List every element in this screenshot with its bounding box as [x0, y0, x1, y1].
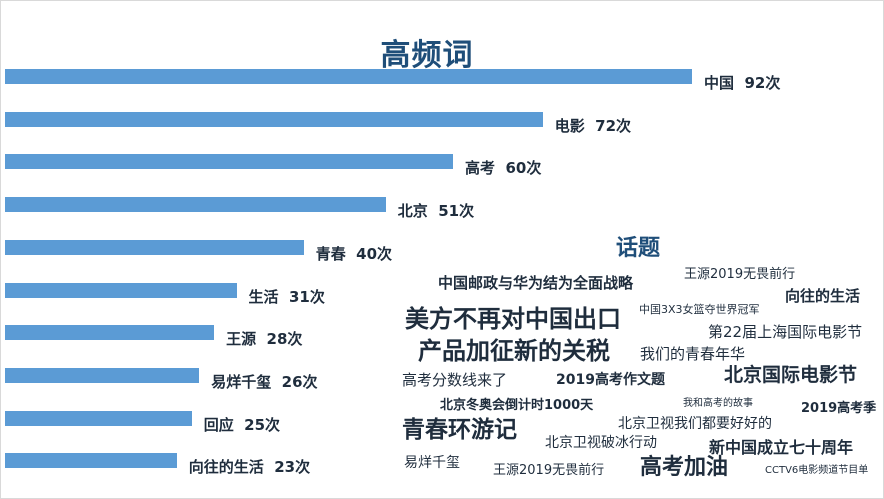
bar-data-label: 青春 40次: [315, 244, 393, 263]
bar-8: [5, 367, 200, 383]
bar-data-label: 中国 92次: [704, 74, 781, 92]
topic-word: 产品加征新的关税: [418, 337, 610, 365]
topics-title: 话题: [616, 236, 661, 261]
topic-word: 向往的生活: [785, 287, 861, 305]
topic-word: 高考分数线来了: [402, 371, 508, 389]
topic-word: CCTV6电影频道节目单: [765, 465, 869, 476]
topic-word: 青春环游记: [402, 417, 517, 443]
bar-10: [5, 453, 177, 469]
topic-word: 中国3X3女篮夺世界冠军: [639, 303, 760, 316]
topic-word: 北京卫视破冰行动: [545, 435, 657, 451]
bar-data-label: 北京 51次: [397, 202, 475, 221]
topic-word: 美方不再对中国出口: [405, 305, 621, 333]
bar-7: [5, 325, 215, 341]
bar-2: [5, 111, 543, 127]
bar-data-label: 生活 31次: [248, 287, 325, 306]
topic-word: 我和高考的故事: [683, 398, 753, 409]
topic-word: 第22届上海国际电影节: [708, 323, 863, 341]
bar-data-label: 向往的生活 23次: [188, 458, 311, 477]
bar-5: [5, 239, 304, 255]
topic-word: 2019高考季: [801, 401, 877, 416]
topic-word: 易烊千玺: [404, 455, 460, 471]
bar-data-label: 高考 60次: [465, 159, 542, 178]
topic-word: 北京冬奥会倒计时1000天: [440, 398, 594, 413]
bar-data-label: 王源 28次: [226, 330, 303, 349]
topic-word: 北京国际电影节: [724, 364, 858, 386]
bar-3: [5, 154, 453, 170]
topic-word: 中国邮政与华为结为全面战略: [438, 274, 634, 292]
bar-data-label: 易烊千玺 26次: [211, 372, 318, 391]
topic-word: 新中国成立七十周年: [709, 438, 854, 457]
topic-word: 我们的青春年华: [640, 345, 746, 363]
topic-word: 高考加油: [640, 455, 729, 480]
bar-6: [5, 282, 237, 298]
topic-word: 王源2019无畏前行: [493, 463, 605, 478]
topic-word: 王源2019无畏前行: [684, 267, 796, 282]
topic-word: 2019高考作文题: [556, 372, 665, 388]
bar-data-label: 电影 72次: [554, 116, 632, 135]
bar-9: [5, 410, 192, 426]
bar-1: [5, 69, 692, 84]
bar-4: [5, 197, 386, 213]
topic-word: 北京卫视我们都要好好的: [618, 416, 772, 432]
bar-data-label: 回应 25次: [203, 415, 281, 434]
chart-title: 高频词: [380, 38, 474, 73]
